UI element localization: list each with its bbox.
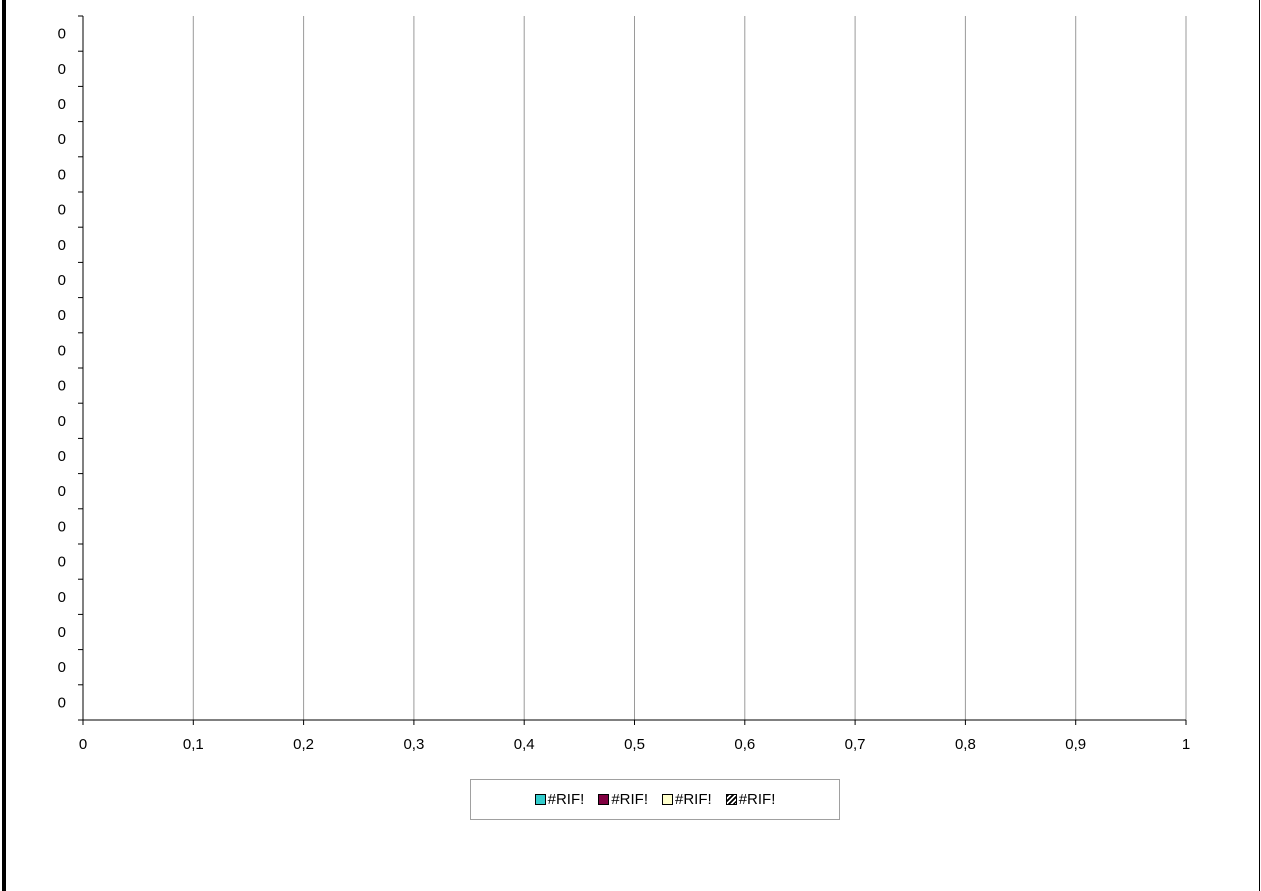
x-tick-label: 0,9 <box>1065 736 1086 753</box>
legend-swatch-icon <box>725 794 737 805</box>
x-tick-label: 0,7 <box>845 736 866 753</box>
y-tick-label: 0 <box>58 166 66 183</box>
y-tick-label: 0 <box>58 554 66 571</box>
y-tick-label: 0 <box>58 448 66 465</box>
y-tick-label: 0 <box>58 26 66 43</box>
legend-label: #RIF! <box>738 791 776 808</box>
legend-entry: #RIF! <box>725 791 776 808</box>
y-tick-label: 0 <box>58 378 66 395</box>
y-axis-ticks: 0 0 0 0 0 0 0 0 0 0 0 0 0 0 0 0 0 0 0 0 <box>58 15 83 721</box>
legend-label: #RIF! <box>547 791 585 808</box>
y-tick-label: 0 <box>58 307 66 324</box>
y-tick-label: 0 <box>58 518 66 535</box>
y-tick-label: 0 <box>58 659 66 676</box>
y-tick-label: 0 <box>58 483 66 500</box>
x-tick-label: 0,6 <box>734 736 755 753</box>
x-tick-label: 0,8 <box>955 736 976 753</box>
gridlines <box>192 16 1187 720</box>
x-tick-label: 0,4 <box>514 736 535 753</box>
x-tick-label: 0,2 <box>293 736 314 753</box>
x-tick-label: 1 <box>1182 736 1190 753</box>
y-tick-label: 0 <box>58 694 66 711</box>
legend-swatch-icon <box>662 794 673 805</box>
y-tick-label: 0 <box>58 61 66 78</box>
y-tick-label: 0 <box>58 202 66 219</box>
y-tick-label: 0 <box>58 131 66 148</box>
y-tick-label: 0 <box>58 589 66 606</box>
legend-entry: #RIF! <box>598 791 648 808</box>
x-axis-ticks: 0 0,1 0,2 0,3 0,4 0,5 0,6 0,7 0,8 0,9 1 <box>79 720 1190 753</box>
legend-entry: #RIF! <box>534 791 585 808</box>
y-tick-label: 0 <box>58 96 66 113</box>
legend-label: #RIF! <box>675 791 712 808</box>
legend-entry: #RIF! <box>662 791 712 808</box>
legend-swatch-icon <box>598 794 610 805</box>
x-tick-label: 0,5 <box>624 736 645 753</box>
x-tick-label: 0,3 <box>403 736 424 753</box>
chart-legend: #RIF! #RIF! #RIF! #RIF! <box>470 779 840 820</box>
right-border-line <box>1259 0 1260 891</box>
legend-swatch-icon <box>534 794 546 805</box>
y-tick-label: 0 <box>58 237 66 254</box>
y-tick-label: 0 <box>58 272 66 289</box>
legend-label: #RIF! <box>611 791 648 808</box>
y-tick-label: 0 <box>58 413 66 430</box>
left-border-line <box>2 0 6 891</box>
y-tick-label: 0 <box>58 342 66 359</box>
y-tick-label: 0 <box>58 624 66 641</box>
x-tick-label: 0,1 <box>183 736 204 753</box>
x-tick-label: 0 <box>79 736 87 753</box>
